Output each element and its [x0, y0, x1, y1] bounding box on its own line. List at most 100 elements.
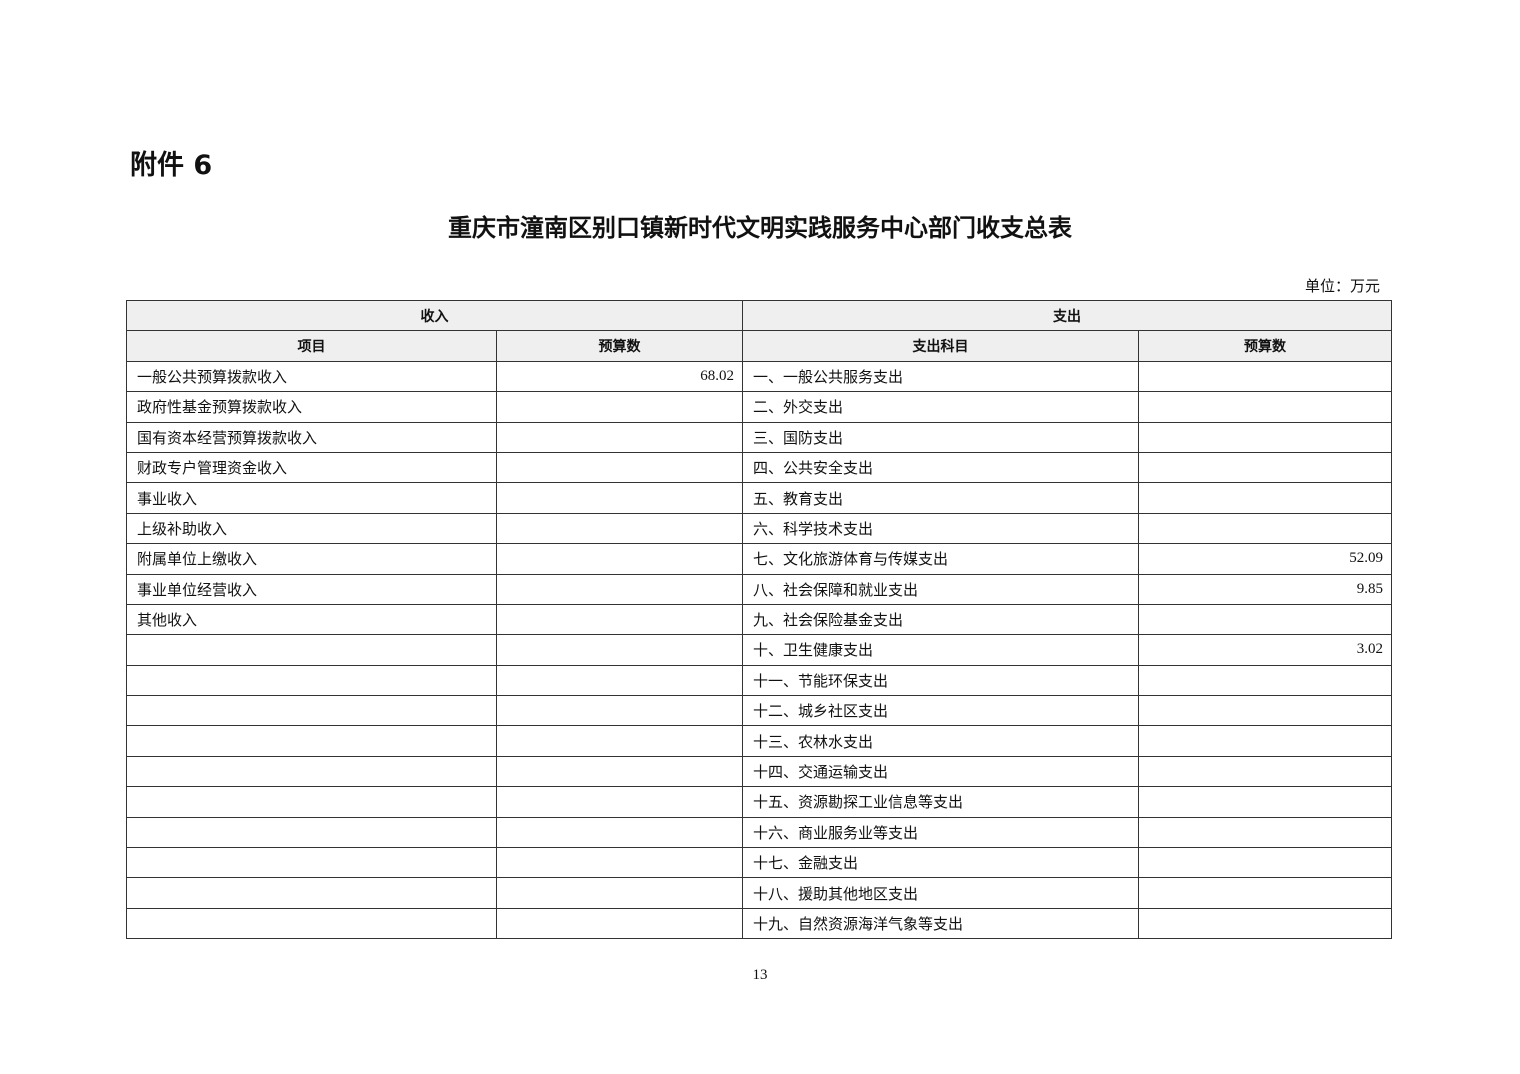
expense-budget-cell: [1138, 360, 1392, 393]
page-title: 重庆市潼南区别口镇新时代文明实践服务中心部门收支总表: [448, 214, 1072, 242]
expense-item-cell: 一、一般公共服务支出: [742, 360, 1139, 393]
table-row: 十、卫生健康支出 3.02: [126, 634, 1392, 666]
expense-item-cell: 五、教育支出: [742, 482, 1139, 514]
expense-item-cell: 十二、城乡社区支出: [742, 695, 1139, 727]
group-header-row: 收入 支出: [126, 299, 1392, 332]
income-budget-cell: [496, 755, 743, 788]
expense-item-cell: 十六、商业服务业等支出: [742, 816, 1139, 849]
table-row: 十三、农林水支出: [126, 725, 1392, 757]
income-budget-cell: [496, 816, 743, 849]
expense-budget-cell: [1138, 391, 1392, 423]
expense-item-cell: 十一、节能环保支出: [742, 664, 1139, 697]
income-item-cell: 事业收入: [126, 482, 497, 514]
income-budget-cell: [496, 421, 743, 453]
income-budget-cell: [496, 786, 743, 818]
income-budget-cell: [496, 664, 743, 697]
column-header-item: 项目: [126, 330, 497, 362]
table-row: 十八、援助其他地区支出: [126, 877, 1392, 909]
table-row: 政府性基金预算拨款收入 二、外交支出: [126, 391, 1392, 423]
income-item-cell: [126, 907, 497, 940]
table-row: 其他收入 九、社会保险基金支出: [126, 603, 1392, 636]
table-row: 附属单位上缴收入 七、文化旅游体育与传媒支出 52.09: [126, 543, 1392, 575]
expense-budget-cell: [1138, 725, 1392, 757]
expense-budget-cell: 3.02: [1138, 634, 1392, 666]
income-budget-cell: [496, 512, 743, 545]
table-row: 十一、节能环保支出: [126, 664, 1392, 697]
expense-budget-cell: [1138, 603, 1392, 636]
expense-item-cell: 四、公共安全支出: [742, 451, 1139, 484]
expense-item-cell: 八、社会保障和就业支出: [742, 573, 1139, 605]
table-row: 十五、资源勘探工业信息等支出: [126, 786, 1392, 818]
table-row: 事业收入 五、教育支出: [126, 482, 1392, 514]
income-budget-cell: [496, 482, 743, 514]
income-budget-cell: [496, 634, 743, 666]
income-budget-cell: [496, 391, 743, 423]
expense-item-cell: 九、社会保险基金支出: [742, 603, 1139, 636]
income-item-cell: 财政专户管理资金收入: [126, 451, 497, 484]
expense-budget-cell: [1138, 816, 1392, 849]
column-header-income-budget: 预算数: [496, 330, 743, 362]
table-row: 十九、自然资源海洋气象等支出: [126, 907, 1392, 940]
expense-budget-cell: [1138, 695, 1392, 727]
page-number: 13: [752, 967, 768, 983]
expense-item-cell: 十七、金融支出: [742, 847, 1139, 879]
income-item-cell: 附属单位上缴收入: [126, 543, 497, 575]
expense-budget-cell: [1138, 907, 1392, 940]
income-item-cell: [126, 725, 497, 757]
income-item-cell: 其他收入: [126, 603, 497, 636]
income-budget-cell: [496, 695, 743, 727]
column-header-expense-budget: 预算数: [1138, 330, 1392, 362]
income-budget-cell: [496, 907, 743, 940]
table-row: 十七、金融支出: [126, 847, 1392, 879]
income-budget-cell: 68.02: [496, 360, 743, 393]
table-row: 十二、城乡社区支出: [126, 695, 1392, 727]
income-item-cell: 上级补助收入: [126, 512, 497, 545]
income-item-cell: 政府性基金预算拨款收入: [126, 391, 497, 423]
attachment-label: 附件 6: [130, 150, 213, 181]
expense-item-cell: 十五、资源勘探工业信息等支出: [742, 786, 1139, 818]
expense-budget-cell: [1138, 847, 1392, 879]
income-budget-cell: [496, 603, 743, 636]
income-item-cell: [126, 816, 497, 849]
unit-label: 单位：万元: [1304, 279, 1380, 295]
table-row: 十六、商业服务业等支出: [126, 816, 1392, 849]
income-item-cell: [126, 755, 497, 788]
budget-table: 收入 支出 项目 预算数 支出科目 预算数 一般公共预算拨款收入 68.02 一、一…: [126, 299, 1392, 940]
expense-budget-cell: 9.85: [1138, 573, 1392, 605]
column-header-expense-item: 支出科目: [742, 330, 1139, 362]
expense-budget-cell: [1138, 664, 1392, 697]
income-item-cell: [126, 786, 497, 818]
expense-item-cell: 二、外交支出: [742, 391, 1139, 423]
income-budget-cell: [496, 573, 743, 605]
table-row: 上级补助收入 六、科学技术支出: [126, 512, 1392, 545]
income-budget-cell: [496, 451, 743, 484]
income-item-cell: [126, 877, 497, 909]
table-row: 国有资本经营预算拨款收入 三、国防支出: [126, 421, 1392, 453]
expense-budget-cell: [1138, 421, 1392, 453]
expense-item-cell: 十三、农林水支出: [742, 725, 1139, 757]
income-item-cell: [126, 847, 497, 879]
expense-item-cell: 三、国防支出: [742, 421, 1139, 453]
expense-budget-cell: [1138, 755, 1392, 788]
expense-budget-cell: [1138, 877, 1392, 909]
expense-item-cell: 六、科学技术支出: [742, 512, 1139, 545]
income-item-cell: [126, 634, 497, 666]
income-item-cell: 一般公共预算拨款收入: [126, 360, 497, 393]
income-item-cell: 事业单位经营收入: [126, 573, 497, 605]
expense-item-cell: 十、卫生健康支出: [742, 634, 1139, 666]
expense-group-header: 支出: [742, 299, 1392, 332]
expense-budget-cell: [1138, 482, 1392, 514]
income-budget-cell: [496, 847, 743, 879]
income-budget-cell: [496, 877, 743, 909]
expense-item-cell: 七、文化旅游体育与传媒支出: [742, 543, 1139, 575]
column-header-row: 项目 预算数 支出科目 预算数: [126, 330, 1392, 362]
table-row: 一般公共预算拨款收入 68.02 一、一般公共服务支出: [126, 360, 1392, 393]
expense-budget-cell: 52.09: [1138, 543, 1392, 575]
table-row: 十四、交通运输支出: [126, 755, 1392, 788]
income-budget-cell: [496, 725, 743, 757]
expense-budget-cell: [1138, 451, 1392, 484]
income-budget-cell: [496, 543, 743, 575]
income-item-cell: 国有资本经营预算拨款收入: [126, 421, 497, 453]
table-row: 事业单位经营收入 八、社会保障和就业支出 9.85: [126, 573, 1392, 605]
income-item-cell: [126, 695, 497, 727]
